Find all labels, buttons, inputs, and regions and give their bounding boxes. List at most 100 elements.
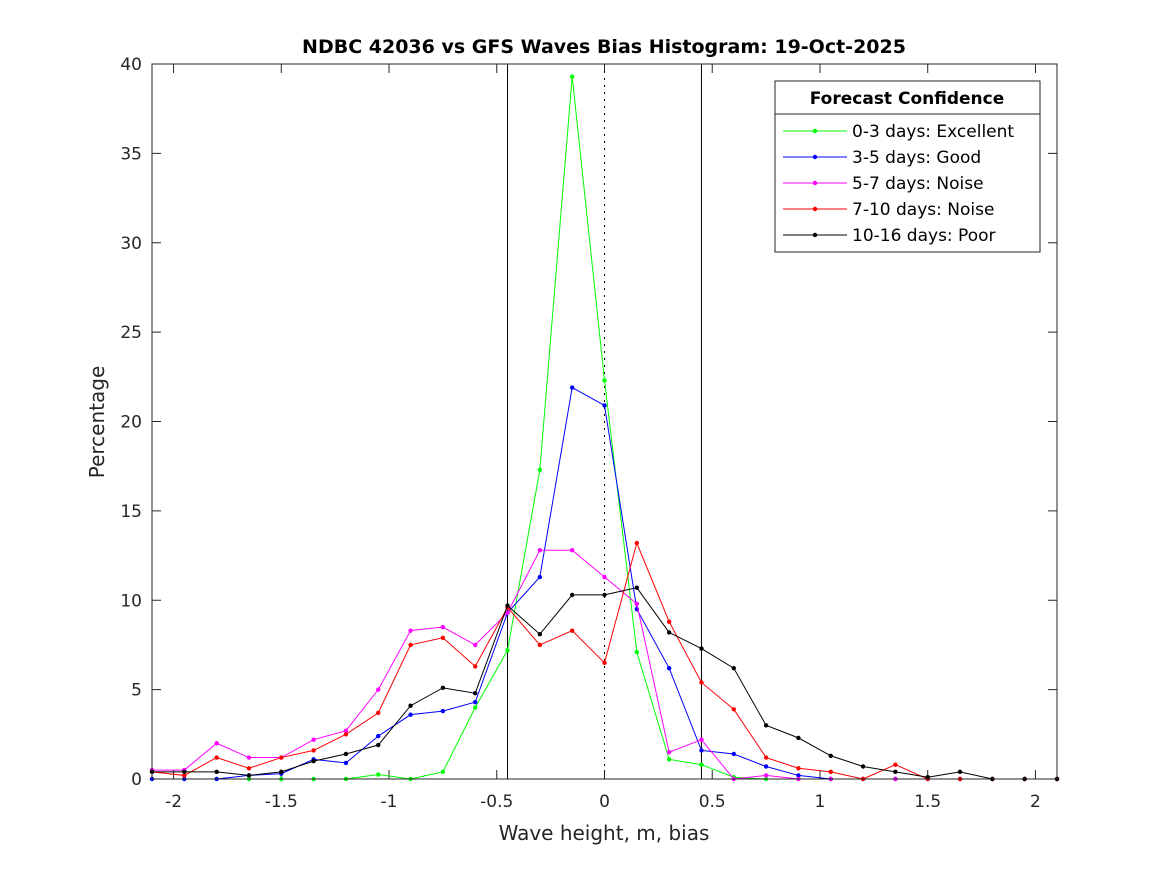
data-point <box>731 665 736 671</box>
data-point <box>182 769 187 775</box>
data-point <box>666 749 672 755</box>
data-point <box>569 592 575 598</box>
data-point <box>311 737 316 742</box>
data-point <box>796 773 801 778</box>
data-point <box>828 769 833 775</box>
y-tick-label: 25 <box>120 323 142 343</box>
data-point <box>763 723 769 728</box>
data-point <box>505 610 510 615</box>
series-7-10-days-noise <box>149 540 1060 782</box>
data-point <box>473 699 478 705</box>
legend-label: 3-5 days: Good <box>852 148 981 168</box>
x-tick-label: -2 <box>165 792 182 812</box>
data-point <box>957 769 963 775</box>
data-point <box>343 728 349 733</box>
x-tick-label: 2 <box>1030 792 1041 812</box>
data-point <box>343 732 349 737</box>
data-point <box>440 769 446 775</box>
data-point <box>246 766 252 771</box>
data-point <box>440 624 446 630</box>
data-point <box>569 548 575 553</box>
data-point <box>634 649 640 655</box>
x-tick-label: -1.5 <box>265 792 298 812</box>
data-point <box>279 755 284 760</box>
data-point <box>311 758 316 764</box>
data-point <box>376 687 381 692</box>
data-point <box>634 585 640 590</box>
data-point <box>537 642 543 648</box>
data-point <box>343 751 349 757</box>
x-axis-label: Wave height, m, bias <box>499 821 710 845</box>
data-point <box>925 775 930 780</box>
data-point <box>634 601 640 607</box>
data-point <box>537 548 543 553</box>
data-point <box>408 703 413 708</box>
data-point <box>731 751 736 757</box>
legend-title: Forecast Confidence <box>810 89 1005 109</box>
y-tick-label: 0 <box>131 770 142 790</box>
legend-marker <box>812 206 818 212</box>
legend-entry: 5-7 days: Noise <box>783 174 984 194</box>
data-point <box>505 648 510 653</box>
data-point <box>311 748 316 753</box>
data-point <box>376 710 381 716</box>
data-point <box>699 646 704 651</box>
y-axis-label: Percentage <box>85 366 109 479</box>
data-point <box>634 540 640 546</box>
data-point <box>666 619 672 624</box>
y-tick-label: 30 <box>120 234 142 254</box>
legend-marker <box>812 128 818 134</box>
data-point <box>214 741 219 746</box>
data-point <box>440 685 446 691</box>
data-point <box>569 628 575 633</box>
data-point <box>893 769 898 775</box>
data-point <box>860 764 866 769</box>
y-tick-label: 10 <box>120 591 142 611</box>
plot-frame <box>151 63 1058 780</box>
data-point <box>699 680 704 685</box>
data-point <box>408 712 413 717</box>
data-point <box>602 403 607 408</box>
x-tick-label: 1.5 <box>914 792 941 812</box>
data-point <box>763 773 769 778</box>
legend-label: 5-7 days: Noise <box>852 174 984 194</box>
y-tick-label: 5 <box>131 681 142 701</box>
x-tick-label: 0 <box>599 792 610 812</box>
data-point <box>376 733 381 739</box>
series-10-16-days-poor <box>149 585 1060 782</box>
data-point <box>602 592 607 598</box>
data-point <box>699 748 704 753</box>
data-point <box>537 632 543 637</box>
data-point <box>537 574 543 580</box>
data-point <box>666 757 672 762</box>
data-point <box>473 642 478 648</box>
data-point <box>602 660 607 666</box>
data-point <box>473 691 478 696</box>
y-tick-label: 35 <box>120 144 142 164</box>
legend-label: 0-3 days: Excellent <box>852 122 1014 142</box>
data-point <box>602 574 607 580</box>
data-point <box>569 385 575 390</box>
data-point <box>376 772 381 777</box>
data-point <box>440 708 446 714</box>
data-point <box>731 707 736 712</box>
data-point <box>473 664 478 669</box>
legend-entry: 3-5 days: Good <box>783 148 981 168</box>
x-tick-label: 1 <box>815 792 826 812</box>
data-point <box>828 753 833 758</box>
data-point <box>505 603 510 608</box>
data-point <box>214 755 219 760</box>
y-tick-label: 15 <box>120 502 142 522</box>
x-tick-label: 0.5 <box>699 792 726 812</box>
data-point <box>666 630 672 635</box>
data-point <box>569 74 575 79</box>
legend: Forecast Confidence 0-3 days: Excellent 3… <box>774 80 1041 253</box>
legend-label: 7-10 days: Noise <box>852 200 994 220</box>
legend-entry: 7-10 days: Noise <box>783 200 994 220</box>
data-point <box>666 665 672 671</box>
legend-marker <box>812 232 818 238</box>
chart-title: NDBC 42036 vs GFS Waves Bias Histogram: … <box>302 36 906 58</box>
data-point <box>182 773 187 778</box>
data-point <box>699 762 704 767</box>
